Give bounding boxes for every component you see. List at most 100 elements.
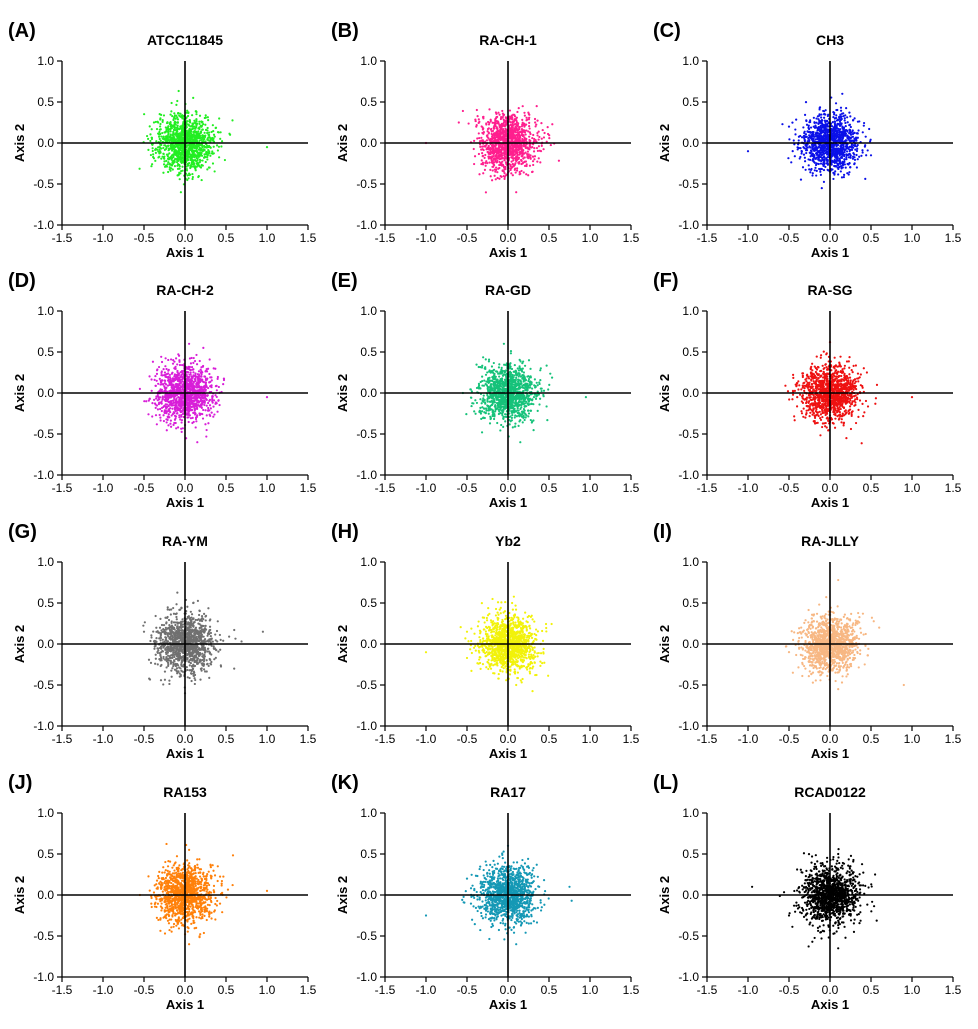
- data-point: [180, 135, 182, 137]
- x-axis-label: Axis 1: [811, 245, 849, 260]
- data-point: [151, 402, 153, 404]
- x-tick-label: -0.5: [134, 231, 155, 245]
- data-point: [167, 410, 169, 412]
- data-point: [186, 132, 188, 134]
- data-point: [176, 412, 178, 414]
- data-point: [488, 161, 490, 163]
- y-tick-label: 1.0: [360, 54, 377, 68]
- data-point: [150, 165, 152, 167]
- data-point: [198, 377, 200, 379]
- data-point: [510, 128, 512, 130]
- data-point: [152, 150, 154, 152]
- data-point: [158, 366, 160, 368]
- data-point: [839, 128, 841, 130]
- data-point: [186, 371, 188, 373]
- data-point: [204, 156, 206, 158]
- data-point: [159, 138, 161, 140]
- data-point: [509, 136, 511, 138]
- data-point: [514, 154, 516, 156]
- data-point: [534, 125, 536, 127]
- data-point: [818, 126, 820, 128]
- data-point: [155, 121, 157, 123]
- data-point: [152, 153, 154, 155]
- data-point: [188, 421, 190, 423]
- data-point: [217, 149, 219, 151]
- data-point: [204, 423, 206, 425]
- data-point: [503, 154, 505, 156]
- data-point: [533, 147, 535, 149]
- data-point: [819, 108, 821, 110]
- data-point: [499, 130, 501, 132]
- data-point: [809, 159, 811, 161]
- data-point: [159, 113, 161, 115]
- data-point: [209, 376, 211, 378]
- data-point: [529, 133, 531, 135]
- data-point: [162, 138, 164, 140]
- data-point: [818, 133, 820, 135]
- data-point: [531, 137, 533, 139]
- data-point: [515, 171, 517, 173]
- data-point: [154, 385, 156, 387]
- data-point: [824, 150, 826, 152]
- data-point: [523, 161, 525, 163]
- x-axis-label: Axis 1: [489, 245, 527, 260]
- data-point: [839, 159, 841, 161]
- data-point: [182, 151, 184, 153]
- data-point: [490, 128, 492, 130]
- data-point: [169, 113, 171, 115]
- data-point: [192, 135, 194, 137]
- data-point: [503, 114, 505, 116]
- data-point: [818, 144, 820, 146]
- data-point: [534, 121, 536, 123]
- data-point: [218, 386, 220, 388]
- data-point: [202, 148, 204, 150]
- data-point: [495, 134, 497, 136]
- data-point: [266, 396, 268, 398]
- data-point: [504, 120, 506, 122]
- data-point: [847, 153, 849, 155]
- data-point: [496, 128, 498, 130]
- data-point: [196, 376, 198, 378]
- data-point: [536, 161, 538, 163]
- data-point: [178, 414, 180, 416]
- data-point: [517, 123, 519, 125]
- data-point: [162, 119, 164, 121]
- data-point: [167, 125, 169, 127]
- data-point: [845, 125, 847, 127]
- x-axis-label: Axis 1: [166, 245, 204, 260]
- data-point: [839, 132, 841, 134]
- data-point: [151, 390, 153, 392]
- data-point: [177, 406, 179, 408]
- data-point: [164, 396, 166, 398]
- data-point: [796, 146, 798, 148]
- data-point: [215, 127, 217, 129]
- data-point: [218, 156, 220, 158]
- data-point: [188, 376, 190, 378]
- data-point: [175, 357, 177, 359]
- x-tick-label: -1.0: [738, 231, 759, 245]
- data-point: [801, 150, 803, 152]
- data-point: [204, 124, 206, 126]
- data-point: [194, 374, 196, 376]
- data-point: [186, 123, 188, 125]
- data-point: [813, 158, 815, 160]
- data-point: [794, 133, 796, 135]
- data-point: [182, 154, 184, 156]
- data-point: [530, 158, 532, 160]
- data-point: [159, 125, 161, 127]
- data-point: [494, 151, 496, 153]
- data-point: [155, 152, 157, 154]
- data-point: [837, 139, 839, 141]
- data-point: [170, 396, 172, 398]
- data-point: [197, 164, 199, 166]
- y-tick-label: -1.0: [33, 218, 54, 232]
- data-point: [821, 159, 823, 161]
- data-point: [840, 116, 842, 118]
- data-point: [510, 165, 512, 167]
- data-point: [846, 130, 848, 132]
- data-point: [157, 395, 159, 397]
- data-point: [803, 147, 805, 149]
- data-point: [174, 165, 176, 167]
- data-point: [170, 158, 172, 160]
